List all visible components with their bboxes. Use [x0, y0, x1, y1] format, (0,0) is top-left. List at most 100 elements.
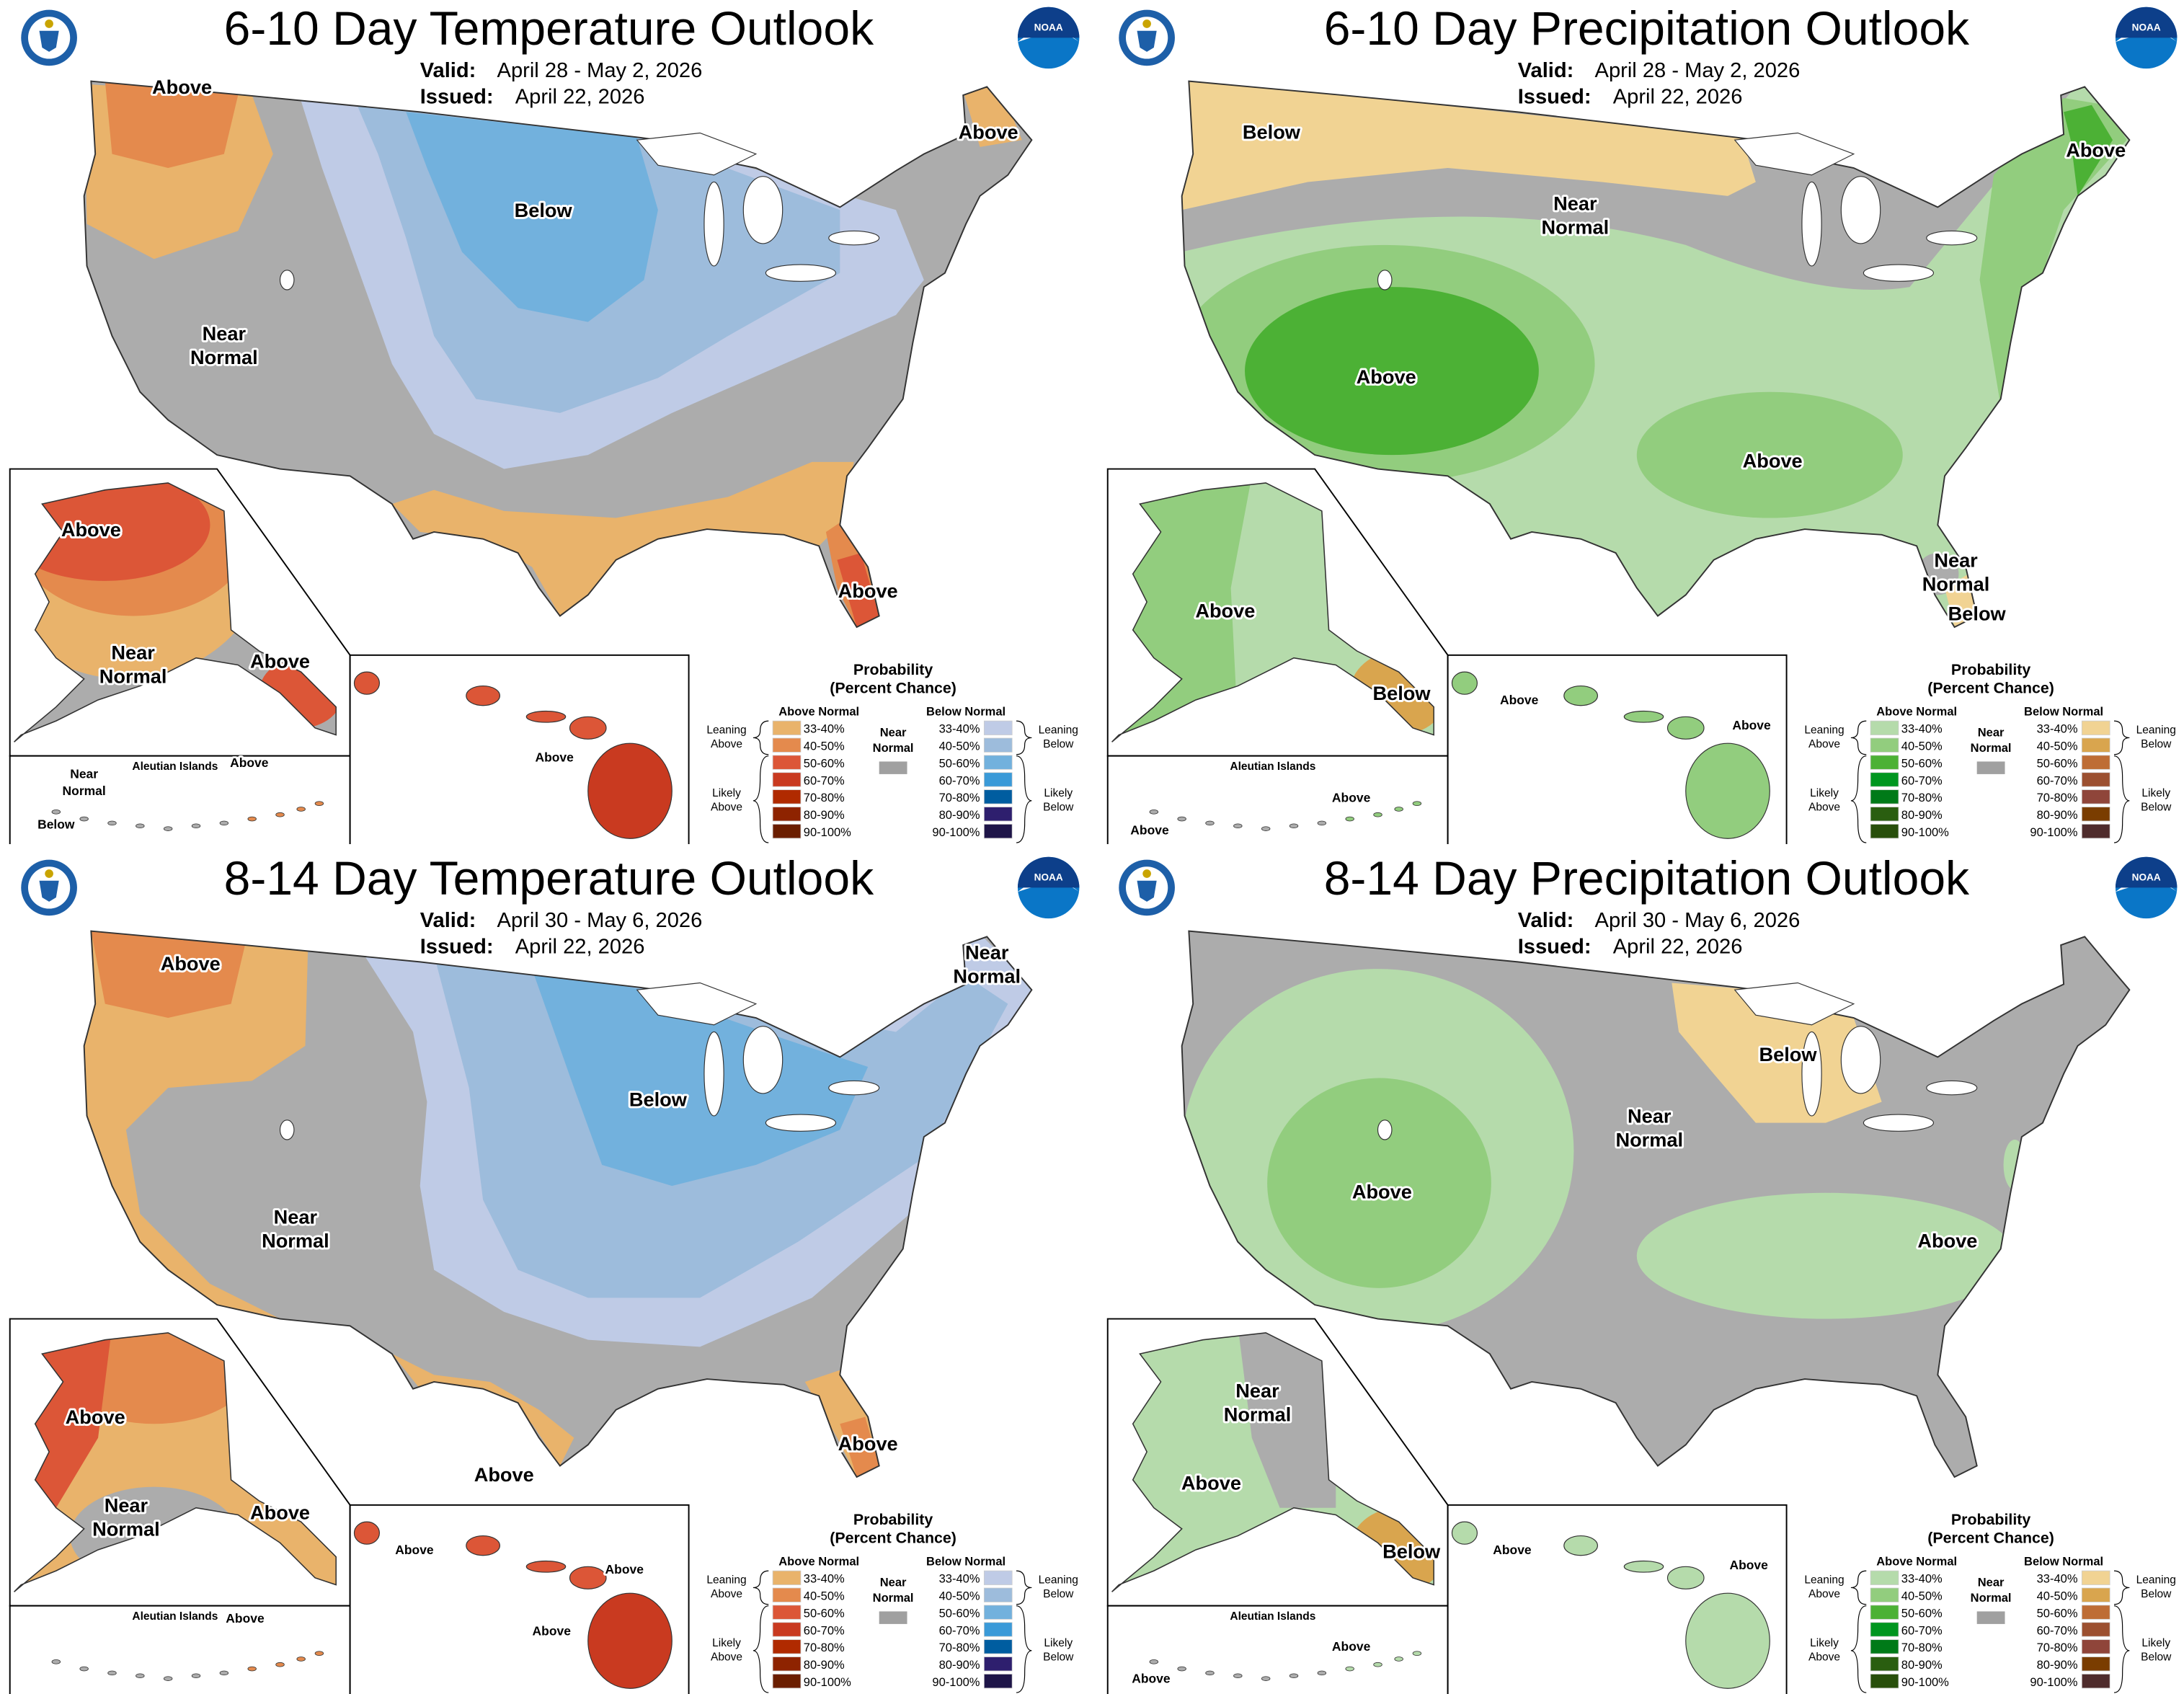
legend-range-label: 50-60%: [804, 757, 845, 770]
probability-region: [532, 969, 869, 1187]
map-category-label: Normal: [1542, 216, 1610, 238]
outlook-panel-2: 6-10 Day Precipitation Outlook Valid: Apri…: [1098, 0, 2184, 844]
legend-swatch-above: [772, 772, 802, 787]
map-category-label: Normal: [99, 665, 167, 688]
map-category-label: Above: [61, 518, 121, 541]
legend-swatch-near-normal: [879, 761, 907, 774]
legend-category-label: Above: [1808, 801, 1840, 813]
issued-label: Issued:: [420, 936, 494, 959]
legend-swatch-below: [983, 1674, 1013, 1689]
map-category-label: Above: [1917, 1230, 1977, 1252]
map-category-label: Below: [1373, 682, 1431, 704]
aleutian-island: [314, 801, 324, 806]
legend-below-header: Below Normal: [926, 705, 1006, 718]
legend-swatch-above: [1870, 1605, 1899, 1620]
legend-range-label: 80-90%: [804, 809, 845, 822]
outlook-title: 8-14 Day Precipitation Outlook: [1324, 851, 1970, 905]
legend-swatch-above: [772, 1570, 802, 1585]
legend-range-label: 80-90%: [1901, 809, 1943, 822]
legend-category-label: Below: [1043, 801, 1074, 813]
map-category-label: Above: [250, 1501, 310, 1523]
legend-range-label: 80-90%: [939, 809, 980, 822]
outlook-title: 6-10 Day Precipitation Outlook: [1324, 1, 1970, 55]
probability-region: [1245, 287, 1539, 456]
legend-swatch-above: [1870, 1622, 1899, 1637]
legend-range-label: 90-100%: [804, 1676, 851, 1689]
lake: [765, 264, 837, 282]
legend-swatch-above: [1870, 1657, 1899, 1672]
legend-category-label: Above: [711, 1588, 742, 1600]
map-category-label: Above: [1181, 1471, 1241, 1494]
legend-brace: [2113, 1570, 2130, 1605]
legend-swatch-above: [1870, 1639, 1899, 1654]
legend-category-label: Likely: [712, 1637, 741, 1649]
map-category-label: Above: [1729, 1558, 1768, 1572]
aleutian-island: [247, 1666, 257, 1672]
aleutian-island: [1289, 1673, 1299, 1679]
map-category-label: Above: [535, 750, 574, 764]
probability-region: [963, 87, 1022, 147]
map-category-label: Above: [230, 755, 269, 770]
aleutian-island: [79, 816, 89, 822]
legend-category-label: Leaning: [1039, 1574, 1078, 1587]
legend-range-label: 33-40%: [2037, 723, 2078, 736]
issued-label: Issued:: [1518, 936, 1592, 959]
map-category-label: Above: [1332, 1639, 1371, 1654]
map-category-label: Above: [1332, 791, 1371, 805]
probability-region: [1945, 574, 1977, 627]
map-category-label: Normal: [1224, 1403, 1292, 1425]
map-category-label: Near: [1553, 192, 1597, 214]
legend-range-label: 33-40%: [804, 723, 845, 736]
aleutian-island: [163, 826, 173, 831]
legend-range-label: 90-100%: [1901, 826, 1949, 839]
legend-range-label: 90-100%: [932, 1676, 980, 1689]
aleutian-island: [107, 820, 117, 826]
legend-range-label: 70-80%: [2037, 1641, 2078, 1654]
legend-range-label: 33-40%: [1901, 723, 1943, 736]
legend-near-normal-label: Near: [880, 1576, 907, 1589]
legend-brace: [1016, 1605, 1032, 1693]
legend-range-label: 80-90%: [804, 1659, 845, 1672]
legend-range-label: 40-50%: [804, 1590, 845, 1603]
legend-category-label: Leaning: [2136, 1574, 2176, 1587]
aleutian-island: [136, 823, 145, 829]
map-category-label: Above: [959, 120, 1018, 143]
conus-outline: [1181, 80, 2131, 629]
doc-seal-icon: [21, 9, 77, 66]
legend-swatch-above: [1870, 737, 1899, 753]
map-category-label: Normal: [190, 346, 258, 368]
lake: [1840, 1026, 1881, 1094]
legend-brace: [753, 1605, 769, 1693]
map-category-label: Above: [1732, 718, 1771, 732]
aleutian-island: [275, 1662, 285, 1667]
legend-subtitle: (Percent Chance): [830, 679, 956, 696]
noaa-logo-icon: NOAA: [1017, 856, 1080, 919]
map-category-label: Above: [161, 952, 221, 975]
legend-range-label: 40-50%: [939, 740, 980, 753]
legend-swatch-below: [2081, 1639, 2110, 1654]
legend-swatch-below: [2081, 1570, 2110, 1585]
legend-range-label: 50-60%: [2037, 757, 2078, 770]
legend-category-label: Below: [2141, 1588, 2172, 1600]
probability-region: [837, 553, 879, 627]
legend-swatch-below: [983, 807, 1013, 822]
legend-range-label: 90-100%: [932, 826, 980, 839]
lake: [828, 230, 880, 246]
aleutian-island: [1261, 826, 1271, 831]
probability-region: [84, 931, 308, 1319]
legend-range-label: 70-80%: [939, 791, 980, 804]
issued-date: April 22, 2026: [515, 86, 645, 109]
legend-category-label: Leaning: [706, 1574, 746, 1587]
map-category-label: Above: [1357, 365, 1416, 388]
legend-category-label: Likely: [2141, 1637, 2170, 1649]
aleutian-island: [1345, 1666, 1354, 1672]
aleutian-island: [247, 816, 257, 822]
legend-range-label: 33-40%: [2037, 1573, 2078, 1586]
legend-category-label: Below: [1043, 1588, 1074, 1600]
map-category-label: Near: [1934, 549, 1978, 571]
legend-swatch-above: [1870, 1587, 1899, 1602]
legend-swatch-near-normal: [1976, 761, 2005, 774]
issued-label: Issued:: [1518, 86, 1592, 109]
legend-brace: [753, 755, 769, 843]
lake: [742, 1026, 784, 1094]
